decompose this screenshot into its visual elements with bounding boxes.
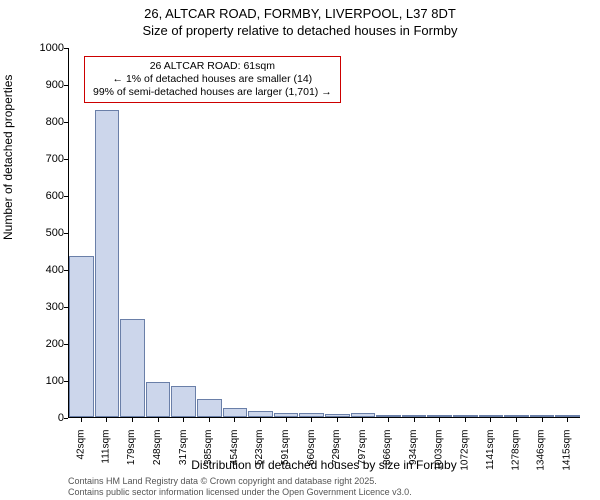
y-tick-label: 500 bbox=[4, 227, 64, 239]
y-tick-label: 400 bbox=[4, 264, 64, 276]
y-tick-label: 700 bbox=[4, 153, 64, 165]
bar bbox=[146, 382, 171, 417]
y-tick-label: 600 bbox=[4, 190, 64, 202]
x-tick-mark bbox=[311, 418, 312, 422]
bar bbox=[299, 413, 324, 417]
x-tick-mark bbox=[362, 418, 363, 422]
x-tick-mark bbox=[260, 418, 261, 422]
title-line1: 26, ALTCAR ROAD, FORMBY, LIVERPOOL, L37 … bbox=[0, 6, 600, 23]
title-line2: Size of property relative to detached ho… bbox=[0, 23, 600, 40]
bar bbox=[223, 408, 248, 417]
x-tick-mark bbox=[209, 418, 210, 422]
y-tick-label: 300 bbox=[4, 301, 64, 313]
bar bbox=[69, 256, 94, 417]
y-tick-label: 1000 bbox=[4, 42, 64, 54]
footer-line1: Contains HM Land Registry data © Crown c… bbox=[68, 476, 412, 487]
y-tick-label: 900 bbox=[4, 79, 64, 91]
x-tick-mark bbox=[183, 418, 184, 422]
bar bbox=[95, 110, 120, 417]
x-tick-mark bbox=[490, 418, 491, 422]
bar bbox=[376, 415, 401, 417]
bar bbox=[453, 415, 478, 417]
x-tick-mark bbox=[567, 418, 568, 422]
x-tick-mark bbox=[388, 418, 389, 422]
footer-line2: Contains public sector information licen… bbox=[68, 487, 412, 498]
x-tick-mark bbox=[234, 418, 235, 422]
y-tick-label: 800 bbox=[4, 116, 64, 128]
bar bbox=[274, 413, 299, 417]
x-tick-mark bbox=[106, 418, 107, 422]
bar bbox=[325, 414, 350, 417]
bar bbox=[479, 415, 504, 417]
annotation-line2: ← 1% of detached houses are smaller (14) bbox=[93, 73, 332, 86]
chart-container: 26, ALTCAR ROAD, FORMBY, LIVERPOOL, L37 … bbox=[0, 0, 600, 500]
y-tick-label: 0 bbox=[4, 412, 64, 424]
bar bbox=[120, 319, 145, 417]
bar bbox=[427, 415, 452, 417]
x-tick-mark bbox=[439, 418, 440, 422]
bar bbox=[530, 415, 555, 417]
x-tick-mark bbox=[158, 418, 159, 422]
y-tick-label: 100 bbox=[4, 375, 64, 387]
bar bbox=[197, 399, 222, 418]
bar bbox=[248, 411, 273, 417]
bar bbox=[504, 415, 529, 417]
annotation-line1: 26 ALTCAR ROAD: 61sqm bbox=[93, 60, 332, 73]
annotation-box: 26 ALTCAR ROAD: 61sqm ← 1% of detached h… bbox=[84, 56, 341, 103]
bar bbox=[351, 413, 376, 417]
x-tick-mark bbox=[414, 418, 415, 422]
x-tick-label: 42sqm bbox=[75, 430, 86, 460]
x-tick-mark bbox=[81, 418, 82, 422]
x-tick-mark bbox=[337, 418, 338, 422]
y-tick-label: 200 bbox=[4, 338, 64, 350]
x-tick-mark bbox=[132, 418, 133, 422]
x-tick-mark bbox=[286, 418, 287, 422]
plot-area bbox=[68, 48, 580, 418]
bar bbox=[171, 386, 196, 417]
x-tick-mark bbox=[465, 418, 466, 422]
x-axis-label: Distribution of detached houses by size … bbox=[68, 458, 580, 472]
y-axis: 01002003004005006007008009001000 bbox=[0, 48, 68, 418]
bar bbox=[402, 415, 427, 417]
chart-title-block: 26, ALTCAR ROAD, FORMBY, LIVERPOOL, L37 … bbox=[0, 0, 600, 40]
x-tick-mark bbox=[542, 418, 543, 422]
x-tick-mark bbox=[516, 418, 517, 422]
bar bbox=[555, 415, 580, 417]
footer: Contains HM Land Registry data © Crown c… bbox=[68, 476, 412, 498]
annotation-line3: 99% of semi-detached houses are larger (… bbox=[93, 86, 332, 99]
